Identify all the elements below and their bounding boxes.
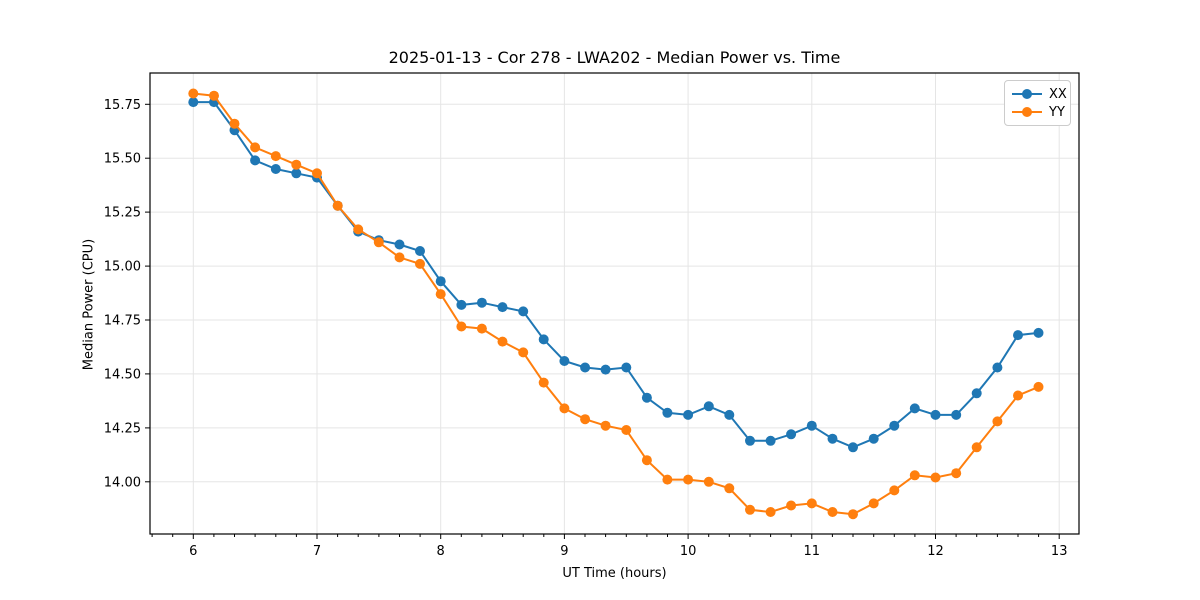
svg-text:9: 9 xyxy=(560,544,568,559)
y-axis-label: Median Power (CPU) xyxy=(81,238,97,371)
x-axis-ticks: 6 7 8 9 10 11 12 13 xyxy=(189,534,1067,559)
svg-text:8: 8 xyxy=(437,544,445,559)
svg-text:14.50: 14.50 xyxy=(104,367,141,382)
svg-text:15.50: 15.50 xyxy=(104,152,141,167)
x-axis-label: UT Time (hours) xyxy=(562,566,667,581)
legend-label-yy: YY xyxy=(1049,104,1065,120)
chart-title: 2025-01-13 - Cor 278 - LWA202 - Median P… xyxy=(388,48,841,67)
svg-text:12: 12 xyxy=(927,544,944,559)
svg-text:13: 13 xyxy=(1051,544,1068,559)
legend-line-marker-yy-icon xyxy=(1012,107,1042,117)
svg-text:15.75: 15.75 xyxy=(104,98,141,113)
svg-text:14.00: 14.00 xyxy=(104,475,141,490)
svg-text:7: 7 xyxy=(313,544,321,559)
series-yy xyxy=(188,88,1044,520)
svg-text:15.25: 15.25 xyxy=(104,206,141,221)
grid xyxy=(150,73,1079,534)
svg-text:14.25: 14.25 xyxy=(104,421,141,436)
svg-text:15.00: 15.00 xyxy=(104,260,141,275)
legend-line-marker-xx-icon xyxy=(1012,89,1042,99)
legend-entry-xx: XX xyxy=(1005,85,1070,103)
plot-spines xyxy=(149,72,1080,535)
svg-text:10: 10 xyxy=(680,544,697,559)
svg-text:6: 6 xyxy=(189,544,197,559)
svg-text:14.75: 14.75 xyxy=(104,314,141,329)
svg-text:11: 11 xyxy=(804,544,821,559)
y-axis-ticks: 14.00 14.25 14.50 14.75 15.00 15.25 15.50 15.75 xyxy=(104,98,150,490)
legend-label-xx: XX xyxy=(1049,86,1067,102)
legend-entry-yy: YY xyxy=(1005,103,1070,121)
legend: XX YY xyxy=(1004,80,1071,126)
